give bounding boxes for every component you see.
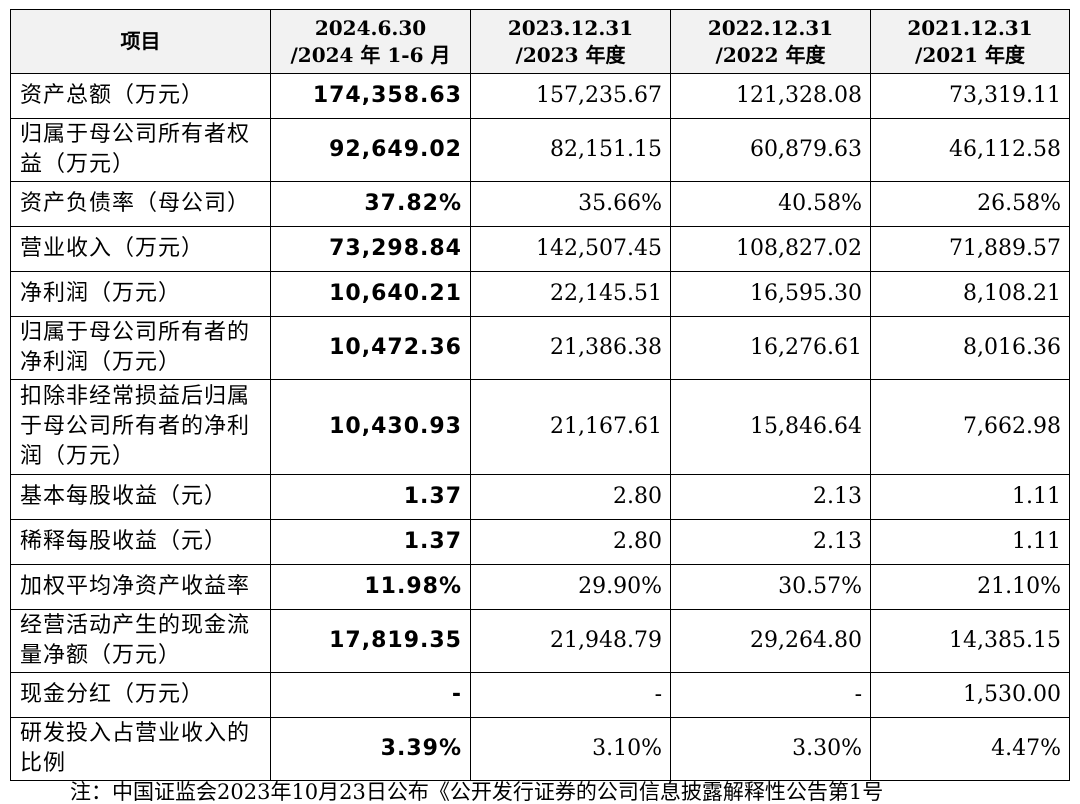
header-cell-2022: 2022.12.31 /2022 年度: [670, 9, 871, 74]
table-row: 基本每股收益（元） 1.37 2.80 2.13 1.11: [10, 474, 1070, 520]
row-label: 现金分红（万元）: [10, 672, 271, 718]
value-cell: 22,145.51: [470, 271, 671, 317]
value-cell: 1,530.00: [870, 672, 1070, 718]
header-cell-item: 项目: [10, 9, 271, 74]
row-label: 扣除非经常损益后归属于母公司所有者的净利润（万元）: [10, 379, 271, 475]
value-cell: 8,016.36: [870, 316, 1070, 380]
row-label: 研发投入占营业收入的比例: [10, 717, 271, 781]
row-label: 净利润（万元）: [10, 271, 271, 317]
value-cell: 46,112.58: [870, 118, 1070, 182]
row-label: 稀释每股收益（元）: [10, 519, 271, 565]
row-label: 资产负债率（母公司）: [10, 181, 271, 227]
value-cell: 3.30%: [670, 717, 871, 781]
table-row: 经营活动产生的现金流量净额（万元） 17,819.35 21,948.79 29…: [10, 609, 1070, 673]
table-row: 稀释每股收益（元） 1.37 2.80 2.13 1.11: [10, 519, 1070, 565]
value-cell: 73,298.84: [270, 226, 471, 272]
value-cell: 10,640.21: [270, 271, 471, 317]
value-cell: 15,846.64: [670, 379, 871, 475]
value-cell: 2.80: [470, 474, 671, 520]
table-row: 归属于母公司所有者的净利润（万元） 10,472.36 21,386.38 16…: [10, 316, 1070, 380]
value-cell: 1.11: [870, 474, 1070, 520]
value-cell: -: [270, 672, 471, 718]
row-label: 加权平均净资产收益率: [10, 564, 271, 610]
value-cell: 1.11: [870, 519, 1070, 565]
header-line2: /2021 年度: [915, 42, 1025, 67]
value-cell: 82,151.15: [470, 118, 671, 182]
value-cell: 11.98%: [270, 564, 471, 610]
value-cell: 142,507.45: [470, 226, 671, 272]
value-cell: 2.13: [670, 519, 871, 565]
table-row: 现金分红（万元） - - - 1,530.00: [10, 672, 1070, 718]
value-cell: 21,948.79: [470, 609, 671, 673]
row-label: 经营活动产生的现金流量净额（万元）: [10, 609, 271, 673]
value-cell: 4.47%: [870, 717, 1070, 781]
value-cell: 2.13: [670, 474, 871, 520]
table-row: 资产总额（万元） 174,358.63 157,235.67 121,328.0…: [10, 73, 1070, 119]
value-cell: 60,879.63: [670, 118, 871, 182]
value-cell: 108,827.02: [670, 226, 871, 272]
header-row: 项目 2024.6.30 /2024 年 1-6 月 2023.12.31 /2…: [10, 9, 1070, 74]
value-cell: 73,319.11: [870, 73, 1070, 119]
header-cell-2021: 2021.12.31 /2021 年度: [870, 9, 1070, 74]
value-cell: 10,472.36: [270, 316, 471, 380]
table-row: 研发投入占营业收入的比例 3.39% 3.10% 3.30% 4.47%: [10, 717, 1070, 781]
value-cell: 16,595.30: [670, 271, 871, 317]
header-line1: 项目: [120, 29, 161, 53]
value-cell: 16,276.61: [670, 316, 871, 380]
value-cell: 8,108.21: [870, 271, 1070, 317]
row-label: 资产总额（万元）: [10, 73, 271, 119]
value-cell: 17,819.35: [270, 609, 471, 673]
table-row: 营业收入（万元） 73,298.84 142,507.45 108,827.02…: [10, 226, 1070, 272]
table-row: 净利润（万元） 10,640.21 22,145.51 16,595.30 8,…: [10, 271, 1070, 317]
header-line1: 2023.12.31: [507, 15, 634, 40]
value-cell: 121,328.08: [670, 73, 871, 119]
value-cell: 30.57%: [670, 564, 871, 610]
header-cell-2023: 2023.12.31 /2023 年度: [470, 9, 671, 74]
value-cell: 21,386.38: [470, 316, 671, 380]
value-cell: 2.80: [470, 519, 671, 565]
value-cell: 1.37: [270, 474, 471, 520]
value-cell: 29.90%: [470, 564, 671, 610]
header-line2: /2023 年度: [515, 42, 626, 67]
table-row: 扣除非经常损益后归属于母公司所有者的净利润（万元） 10,430.93 21,1…: [10, 379, 1070, 475]
value-cell: 35.66%: [470, 181, 671, 227]
value-cell: 21,167.61: [470, 379, 671, 475]
row-label: 归属于母公司所有者的净利润（万元）: [10, 316, 271, 380]
value-cell: 14,385.15: [870, 609, 1070, 673]
value-cell: -: [470, 672, 671, 718]
value-cell: 174,358.63: [270, 73, 471, 119]
value-cell: -: [670, 672, 871, 718]
table-row: 归属于母公司所有者权益（万元） 92,649.02 82,151.15 60,8…: [10, 118, 1070, 182]
table-row: 加权平均净资产收益率 11.98% 29.90% 30.57% 21.10%: [10, 564, 1070, 610]
value-cell: 29,264.80: [670, 609, 871, 673]
header-cell-2024h1: 2024.6.30 /2024 年 1-6 月: [270, 9, 471, 74]
footnote: 注：中国证监会2023年10月23日公布《公开发行证券的公司信息披露解释性公告第…: [70, 780, 884, 804]
row-label: 营业收入（万元）: [10, 226, 271, 272]
header-line1: 2022.12.31: [707, 15, 834, 40]
table-row: 资产负债率（母公司） 37.82% 35.66% 40.58% 26.58%: [10, 181, 1070, 227]
value-cell: 37.82%: [270, 181, 471, 227]
value-cell: 92,649.02: [270, 118, 471, 182]
value-cell: 3.10%: [470, 717, 671, 781]
financial-summary-table: 项目 2024.6.30 /2024 年 1-6 月 2023.12.31 /2…: [10, 9, 1070, 781]
value-cell: 3.39%: [270, 717, 471, 781]
value-cell: 157,235.67: [470, 73, 671, 119]
header-line2: /2024 年 1-6 月: [290, 42, 451, 67]
value-cell: 71,889.57: [870, 226, 1070, 272]
header-line1: 2024.6.30: [314, 15, 427, 40]
value-cell: 1.37: [270, 519, 471, 565]
row-label: 基本每股收益（元）: [10, 474, 271, 520]
row-label: 归属于母公司所有者权益（万元）: [10, 118, 271, 182]
value-cell: 21.10%: [870, 564, 1070, 610]
value-cell: 40.58%: [670, 181, 871, 227]
value-cell: 26.58%: [870, 181, 1070, 227]
header-line2: /2022 年度: [715, 42, 826, 67]
value-cell: 7,662.98: [870, 379, 1070, 475]
value-cell: 10,430.93: [270, 379, 471, 475]
header-line1: 2021.12.31: [907, 15, 1033, 40]
